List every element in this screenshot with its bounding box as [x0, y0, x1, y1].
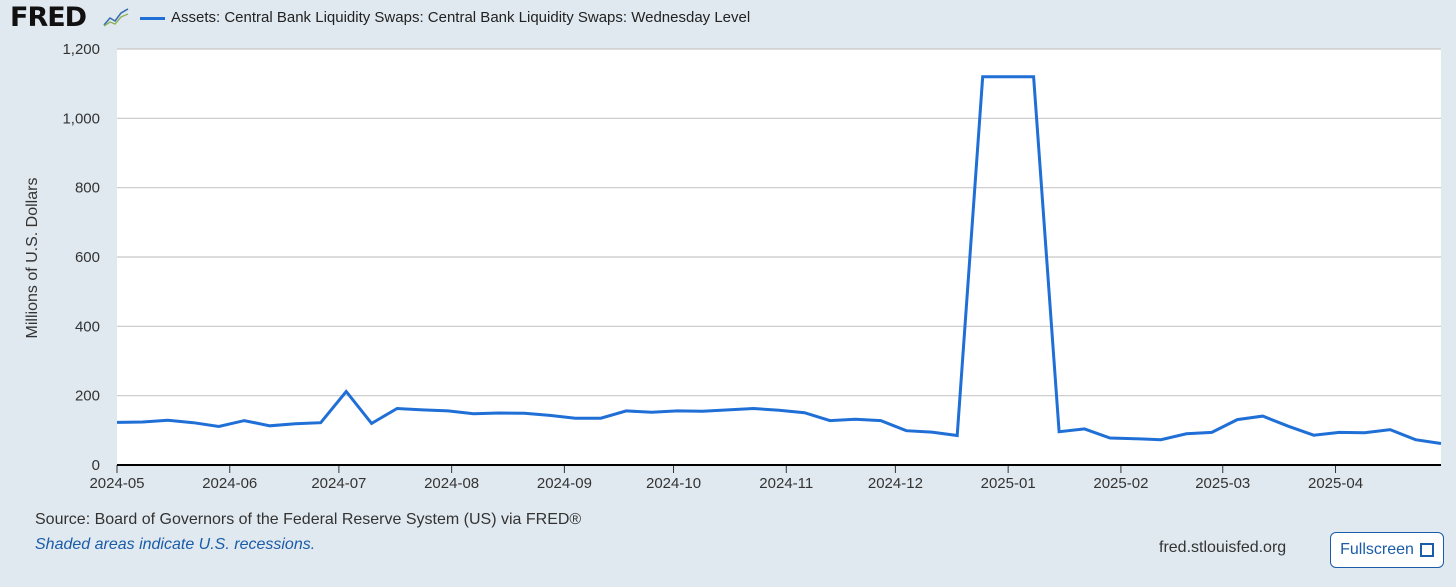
x-tick-label: 2024-10 [646, 475, 701, 492]
data-point [217, 425, 220, 428]
data-point [166, 419, 169, 422]
data-point [676, 409, 679, 412]
data-point [497, 412, 500, 415]
data-point [1185, 432, 1188, 435]
recession-note: Shaded areas indicate U.S. recessions. [35, 536, 316, 553]
site-url[interactable]: fred.stlouisfed.org [1159, 539, 1287, 556]
data-point [523, 412, 526, 415]
data-point [1058, 430, 1061, 433]
y-tick-label: 0 [92, 457, 100, 474]
x-tick-label: 2025-02 [1093, 475, 1148, 492]
data-point [574, 417, 577, 420]
y-tick-label: 200 [75, 388, 100, 405]
data-point [1134, 437, 1137, 440]
data-point [1210, 431, 1213, 434]
x-tick-label: 2025-04 [1308, 475, 1363, 492]
chart-line-icon [103, 7, 129, 27]
data-point [243, 419, 246, 422]
y-tick-label: 400 [75, 318, 100, 335]
data-point [294, 422, 297, 425]
x-tick-label: 2024-11 [759, 475, 813, 492]
data-point [905, 429, 908, 432]
y-tick-label: 800 [75, 180, 100, 197]
legend-swatch [140, 17, 165, 20]
data-point [1109, 436, 1112, 439]
data-point [370, 422, 373, 425]
data-point [1236, 418, 1239, 421]
data-point [650, 411, 653, 414]
data-point [1083, 427, 1086, 430]
data-point [956, 434, 959, 437]
x-tick-label: 2024-08 [424, 475, 479, 492]
data-point [1007, 75, 1010, 78]
fullscreen-icon [1419, 543, 1434, 557]
y-tick-label: 1,000 [62, 110, 100, 127]
x-tick-label: 2024-06 [202, 475, 257, 492]
y-tick-label: 1,200 [62, 41, 100, 58]
data-point [854, 418, 857, 421]
data-point [599, 417, 602, 420]
data-point [803, 411, 806, 414]
gridlines [117, 48, 1441, 397]
data-point [141, 421, 144, 424]
data-point [930, 431, 933, 434]
data-point [1287, 425, 1290, 428]
chart-header: FRED Assets: Central Bank Liquidity Swap… [0, 0, 1456, 36]
data-point [879, 419, 882, 422]
data-point [116, 421, 119, 424]
data-point [727, 408, 730, 411]
data-point [778, 409, 781, 412]
data-point [548, 414, 551, 417]
x-tick-label: 2024-12 [868, 475, 923, 492]
data-point [1389, 428, 1392, 431]
data-point [828, 419, 831, 422]
source-text: Source: Board of Governors of the Federa… [35, 511, 582, 528]
data-point [1414, 438, 1417, 441]
data-point [1261, 415, 1264, 418]
data-point [701, 410, 704, 413]
data-point [981, 75, 984, 78]
legend-series-label[interactable]: Assets: Central Bank Liquidity Swaps: Ce… [171, 9, 751, 26]
data-point [625, 409, 628, 412]
data-point [447, 409, 450, 412]
data-point [1312, 434, 1315, 437]
data-point [319, 421, 322, 424]
data-point [752, 407, 755, 410]
data-point [421, 408, 424, 411]
data-point [472, 412, 475, 415]
y-tick-label: 600 [75, 249, 100, 266]
data-point [1363, 431, 1366, 434]
data-point [268, 424, 271, 427]
fred-logo[interactable]: FRED [10, 2, 87, 33]
series-line [116, 75, 1442, 445]
data-point [1032, 75, 1035, 78]
data-point [1159, 438, 1162, 441]
data-point [345, 390, 348, 393]
x-tick-label: 2024-07 [311, 475, 366, 492]
data-point [1440, 442, 1443, 445]
x-tick-label: 2024-09 [537, 475, 592, 492]
x-tick-label: 2025-03 [1195, 475, 1250, 492]
data-point [396, 407, 399, 410]
x-tick-label: 2024-05 [89, 475, 144, 492]
fullscreen-button[interactable]: Fullscreen [1330, 532, 1444, 568]
series-group [116, 75, 1443, 445]
x-tick-label: 2025-01 [981, 475, 1036, 492]
y-axis-ticks: 0 200 400 600 800 1,000 1,200 [62, 41, 100, 474]
x-axis-ticks: 2024-05 2024-06 2024-07 2024-08 2024-09 2024-… [89, 465, 1363, 492]
data-point [192, 421, 195, 424]
fullscreen-label: Fullscreen [1340, 541, 1414, 558]
data-point [1338, 431, 1341, 434]
